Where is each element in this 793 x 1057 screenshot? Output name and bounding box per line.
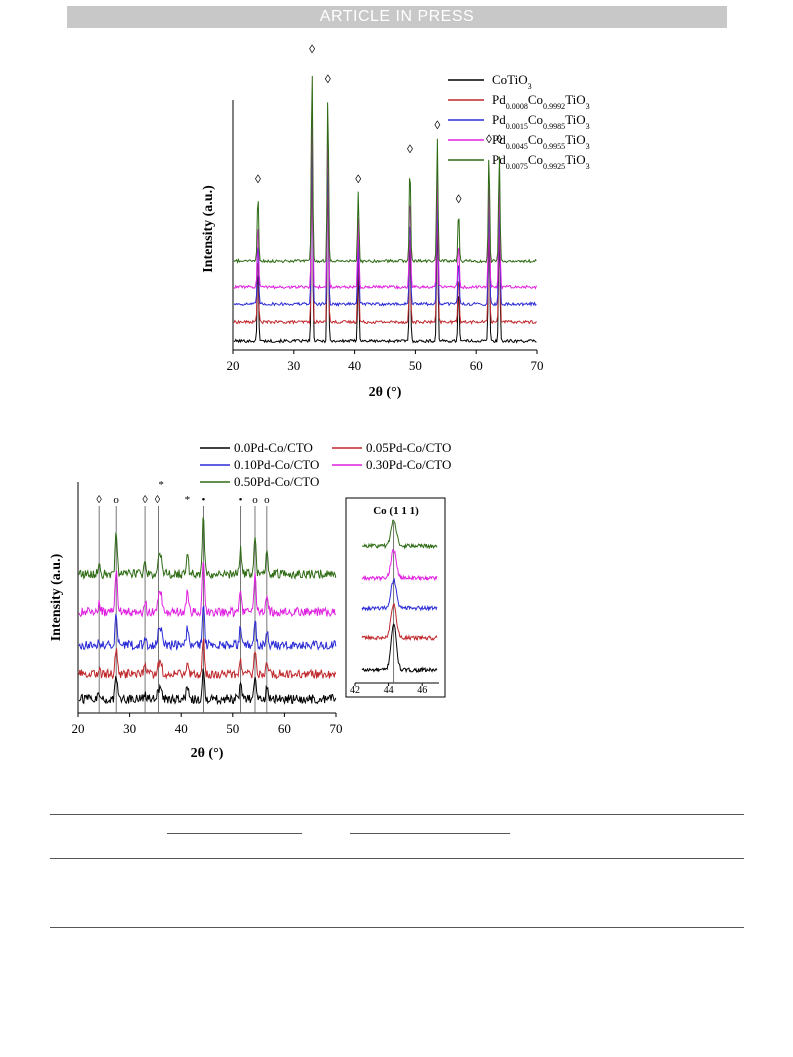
table-subheader-rule-2 <box>350 833 510 834</box>
peak-marker: o <box>113 494 119 506</box>
legend-label: 0.05Pd-Co/CTO <box>366 440 451 455</box>
x-tick-label: 50 <box>226 721 239 736</box>
inset-series-trace <box>361 519 438 550</box>
peak-marker: ◊ <box>496 132 502 146</box>
peak-marker: ◊ <box>486 132 492 146</box>
series-trace <box>233 137 537 344</box>
inset-title: Co (1 1 1) <box>373 505 419 517</box>
x-tick-label: 20 <box>72 721 85 736</box>
legend-label: Pd0.0015Co0.9985TiO3 <box>492 112 590 131</box>
peak-marker: ◊ <box>309 42 315 56</box>
legend-label: CoTiO3 <box>492 72 532 91</box>
series-trace <box>233 105 537 290</box>
legend-label: 0.0Pd-Co/CTO <box>234 440 313 455</box>
peak-marker: ◊ <box>434 118 440 132</box>
peak-marker: o <box>264 494 270 506</box>
inset-series-trace <box>361 548 438 582</box>
inset-series-trace <box>361 603 438 642</box>
legend-label: Pd0.0075Co0.9925TiO3 <box>492 152 590 171</box>
peak-marker: ◊ <box>355 172 361 186</box>
x-tick-label: 60 <box>278 721 291 736</box>
peak-marker: ◊ <box>456 192 462 206</box>
x-tick-label: 70 <box>330 721 343 736</box>
y-axis-label: Intensity (a.u.) <box>201 185 216 273</box>
inset-x-tick-label: 42 <box>350 685 360 696</box>
peak-marker: o <box>252 494 258 506</box>
peak-marker: * <box>158 479 164 491</box>
series-trace <box>233 128 537 307</box>
x-tick-label: 40 <box>175 721 188 736</box>
x-tick-label: 60 <box>470 358 483 373</box>
peak-marker: ◊ <box>155 494 161 506</box>
x-tick-label: 50 <box>409 358 422 373</box>
peak-marker: ◊ <box>407 142 413 156</box>
legend-label: Pd0.0008Co0.9992TiO3 <box>492 92 590 111</box>
peak-marker: • <box>239 494 243 506</box>
x-tick-label: 40 <box>348 358 361 373</box>
legend-label: 0.30Pd-Co/CTO <box>366 457 451 472</box>
inset-x-tick-label: 44 <box>384 685 394 696</box>
x-axis-label: 2θ (°) <box>369 385 402 400</box>
inset-series-trace <box>361 623 438 674</box>
inset-x-tick-label: 46 <box>417 685 427 696</box>
table-top-rule <box>50 814 744 815</box>
series-trace <box>78 517 337 581</box>
y-axis-label: Intensity (a.u.) <box>49 553 64 641</box>
article-in-press-banner: ARTICLE IN PRESS <box>67 6 727 28</box>
inset-frame <box>345 497 446 698</box>
series-trace <box>233 75 537 265</box>
legend-label: 0.50Pd-Co/CTO <box>234 474 319 489</box>
x-tick-label: 20 <box>227 358 240 373</box>
series-trace <box>78 668 337 706</box>
series-trace <box>233 135 537 325</box>
inset-series-trace <box>361 577 438 612</box>
x-tick-label: 30 <box>287 358 300 373</box>
legend-label: 0.10Pd-Co/CTO <box>234 457 319 472</box>
series-trace <box>78 605 337 652</box>
series-trace <box>78 638 337 680</box>
table-header-rule <box>50 858 744 859</box>
x-tick-label: 30 <box>123 721 136 736</box>
peak-marker: ◊ <box>255 172 261 186</box>
x-axis-label: 2θ (°) <box>191 746 224 761</box>
x-tick-label: 70 <box>531 358 544 373</box>
legend-label: Pd0.0045Co0.9955TiO3 <box>492 132 590 151</box>
peak-marker: • <box>201 494 205 506</box>
table-bottom-rule <box>50 927 744 928</box>
peak-marker: * <box>185 494 191 506</box>
peak-marker: ◊ <box>142 494 148 506</box>
series-trace <box>78 561 336 618</box>
peak-marker: ◊ <box>325 72 331 86</box>
peak-marker: ◊ <box>96 494 102 506</box>
table-subheader-rule-1 <box>167 833 302 834</box>
